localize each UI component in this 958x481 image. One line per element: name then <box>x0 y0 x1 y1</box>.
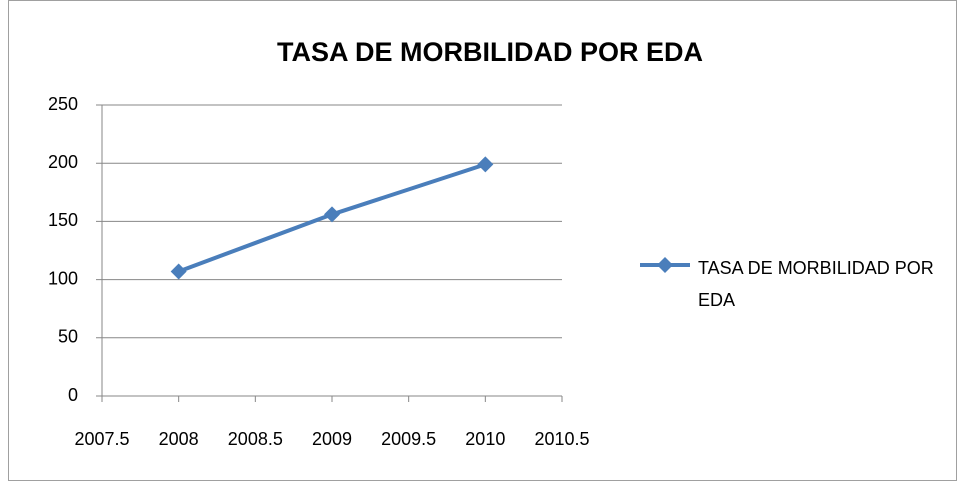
x-tick-label: 2010.5 <box>534 429 589 449</box>
y-tick-label: 50 <box>58 327 78 347</box>
chart-border <box>8 0 957 481</box>
x-tick-label: 2007.5 <box>74 429 129 449</box>
data-point <box>477 156 494 173</box>
x-tick-label: 2008 <box>159 429 199 449</box>
data-point <box>324 206 340 223</box>
x-tick-label: 2009 <box>312 429 352 449</box>
legend-label: TASA DE MORBILIDAD POR EDA <box>698 258 934 310</box>
chart-title: TASA DE MORBILIDAD POR EDA <box>277 37 703 67</box>
y-tick-label: 150 <box>48 210 78 230</box>
data-point <box>170 263 187 280</box>
y-tick-label: 100 <box>48 268 78 288</box>
x-tick-label: 2009.5 <box>381 429 436 449</box>
x-tick-label: 2010 <box>465 429 505 449</box>
y-tick-label: 200 <box>48 152 78 172</box>
x-tick-label: 2008.5 <box>228 429 283 449</box>
y-tick-label: 0 <box>68 385 78 405</box>
y-tick-label: 250 <box>48 94 78 114</box>
legend-marker <box>657 257 673 273</box>
